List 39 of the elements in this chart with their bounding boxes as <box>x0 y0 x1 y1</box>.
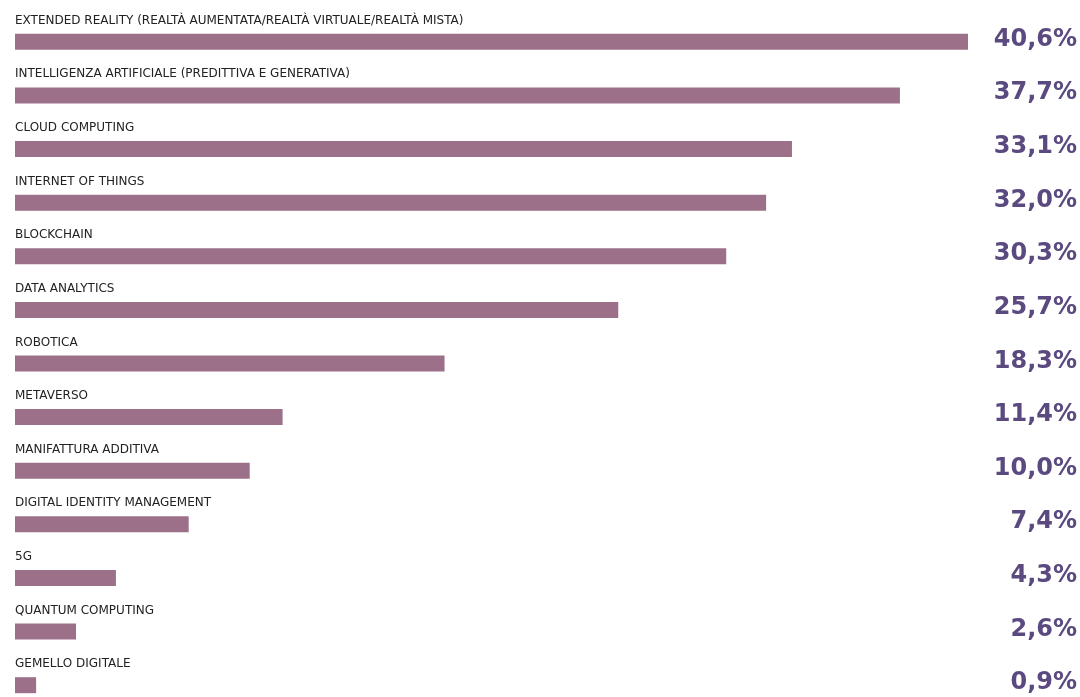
y-tick-label: ROBOTICA <box>15 334 79 349</box>
bar <box>15 516 189 533</box>
bar <box>15 33 968 50</box>
data-label: 2,6% <box>1010 613 1077 642</box>
y-tick-label: 5G <box>15 548 32 563</box>
y-tick-label: QUANTUM COMPUTING <box>15 602 155 617</box>
bar <box>15 409 283 426</box>
bar <box>15 355 445 372</box>
data-label: 0,9% <box>1010 667 1077 696</box>
bar <box>15 301 619 318</box>
y-tick-label: INTERNET OF THINGS <box>15 173 145 188</box>
y-tick-label: GEMELLO DIGITALE <box>15 656 131 671</box>
data-label: 11,4% <box>993 399 1077 428</box>
y-tick-label: MANIFATTURA ADDITIVA <box>15 441 160 456</box>
data-label: 30,3% <box>993 238 1077 267</box>
y-tick-label: EXTENDED REALITY (REALTÀ AUMENTATA/REALTÀ VIRTUALE/REALTÀ MISTA) <box>15 11 464 27</box>
bar <box>15 194 767 211</box>
data-label: 25,7% <box>993 291 1077 320</box>
y-tick-label: DIGITAL IDENTITY MANAGEMENT <box>15 495 212 510</box>
data-label: 33,1% <box>993 131 1077 160</box>
bar <box>15 462 250 479</box>
data-label: 37,7% <box>993 77 1077 106</box>
data-label: 32,0% <box>993 184 1077 213</box>
bar <box>15 141 792 158</box>
bar <box>15 677 37 694</box>
y-tick-label: BLOCKCHAIN <box>15 227 93 242</box>
bar <box>15 87 900 104</box>
bar <box>15 248 727 265</box>
bar <box>15 623 77 640</box>
data-label: 18,3% <box>993 345 1077 374</box>
y-tick-label: INTELLIGENZA ARTIFICIALE (PREDITTIVA E GENERATIVA) <box>15 66 350 81</box>
data-label: 7,4% <box>1010 506 1077 535</box>
data-label: 4,3% <box>1010 559 1077 588</box>
data-label: 40,6% <box>993 23 1077 52</box>
y-tick-label: DATA ANALYTICS <box>15 280 115 295</box>
y-tick-label: CLOUD COMPUTING <box>15 120 135 135</box>
y-tick-label: METAVERSO <box>15 388 88 403</box>
data-label: 10,0% <box>993 452 1077 481</box>
bar <box>15 569 116 586</box>
